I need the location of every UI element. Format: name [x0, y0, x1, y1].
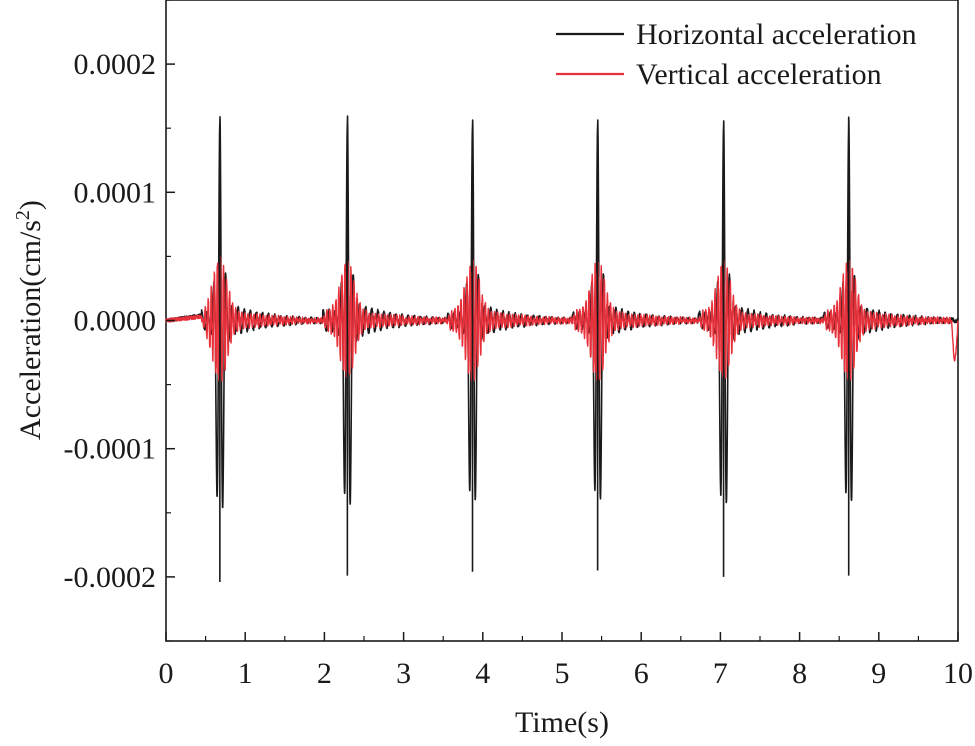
legend: Horizontal acceleration Vertical acceler…	[556, 18, 917, 91]
legend-label-horizontal: Horizontal acceleration	[636, 18, 917, 51]
legend-label-vertical: Vertical acceleration	[636, 58, 882, 91]
x-axis-label: Time(s)	[515, 706, 609, 739]
x-tick-label: 1	[238, 657, 253, 690]
x-tick-label: 8	[792, 657, 807, 690]
y-ticks: 0.0002 0.0001 0.0000 -0.0001 -0.0002	[64, 0, 175, 642]
y-tick-label: -0.0001	[64, 433, 157, 466]
x-tick-label: 5	[555, 657, 570, 690]
x-tick-label: 6	[634, 657, 649, 690]
x-tick-label: 9	[871, 657, 886, 690]
y-tick-label: -0.0002	[64, 561, 157, 594]
y-tick-label: 0.0002	[74, 48, 157, 81]
series-vertical-line	[165, 255, 959, 382]
y-tick-label: 0.0000	[74, 305, 157, 338]
x-tick-label: 10	[943, 657, 973, 690]
series-layer	[165, 115, 959, 583]
x-ticks: 0 1 2 3 4 5 6 7 8 9 10	[159, 632, 973, 690]
y-tick-label: 0.0001	[74, 176, 157, 209]
x-tick-label: 3	[396, 657, 411, 690]
x-tick-label: 0	[159, 657, 174, 690]
y-axis-label: Acceleration(cm/s2)	[12, 200, 47, 440]
x-tick-label: 2	[317, 657, 332, 690]
x-tick-label: 7	[713, 657, 728, 690]
x-tick-label: 4	[475, 657, 490, 690]
